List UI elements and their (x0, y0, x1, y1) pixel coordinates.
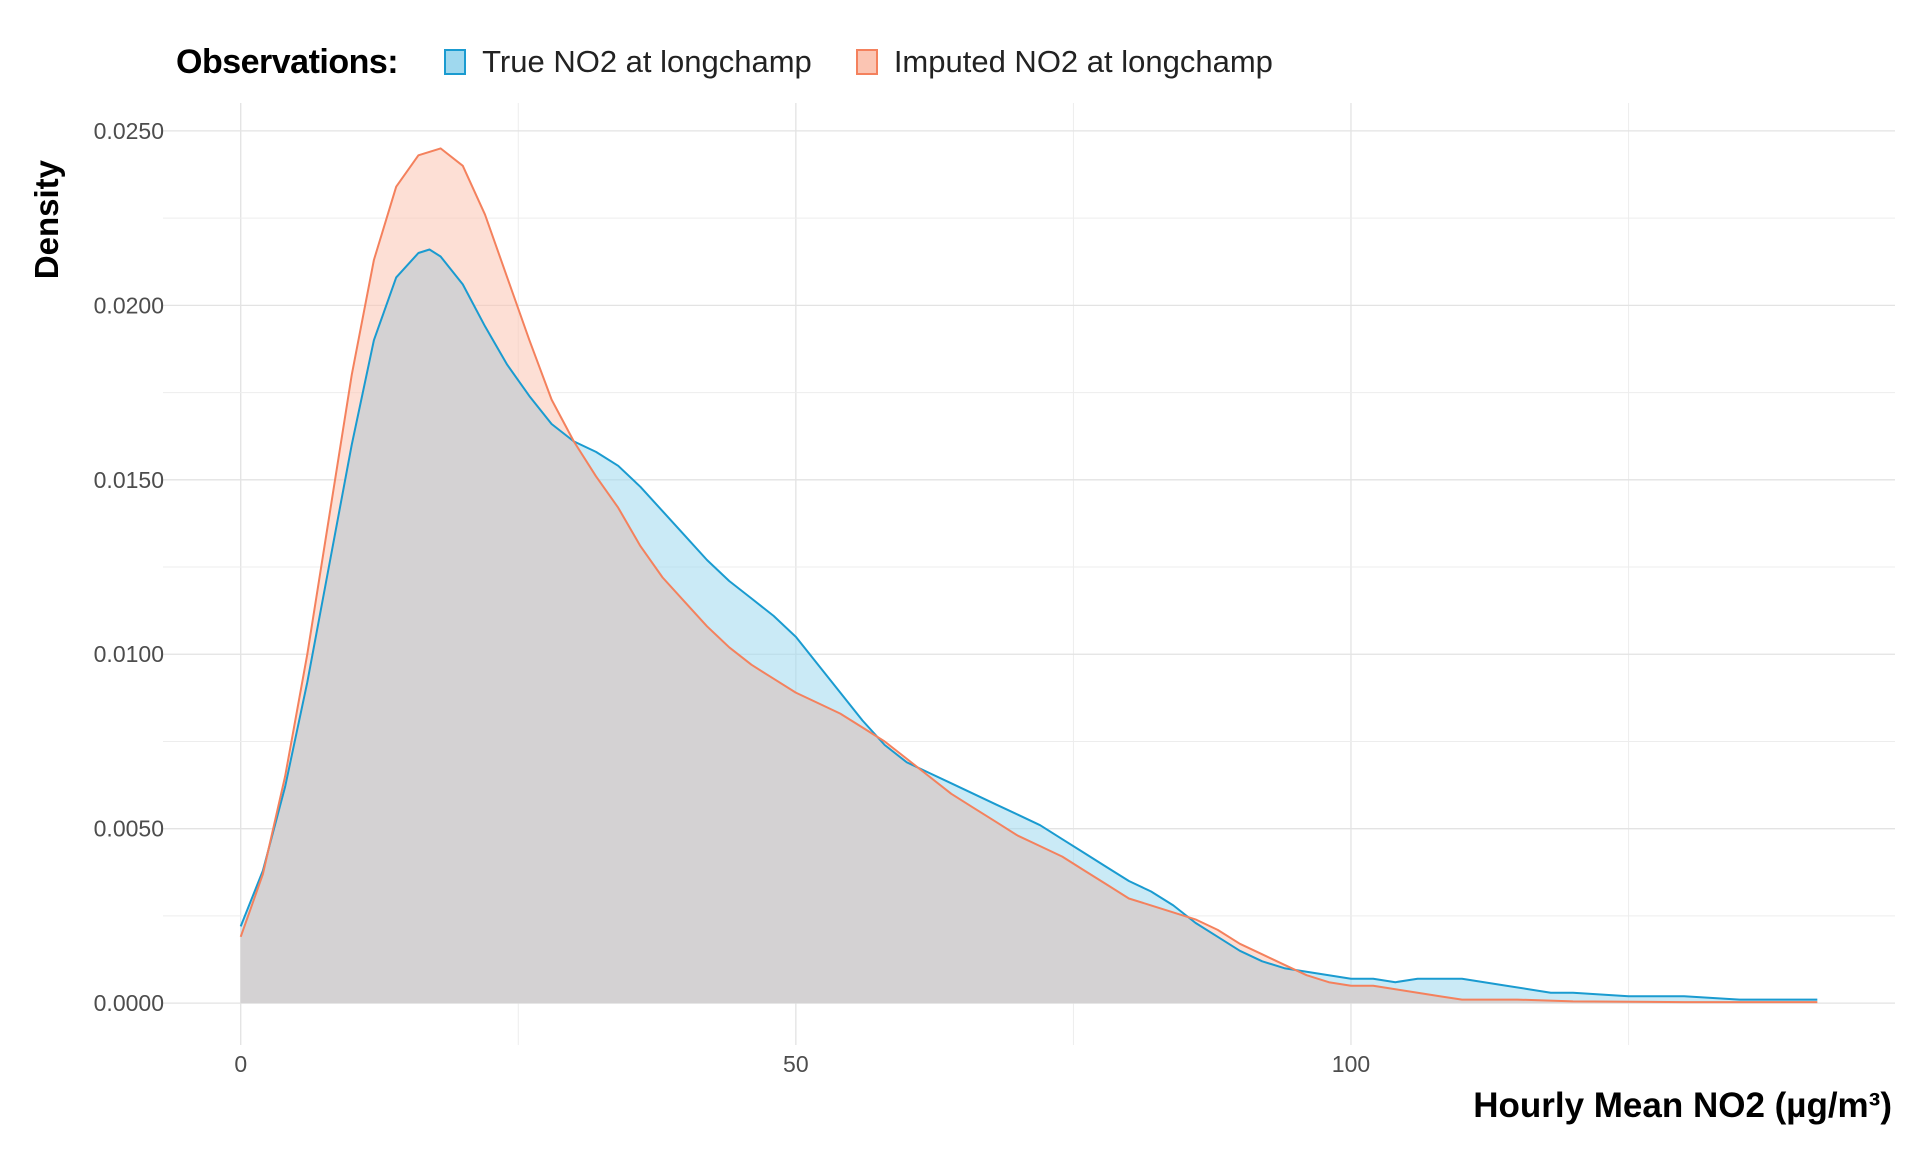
legend-label-imputed: Imputed NO2 at longchamp (893, 44, 1273, 79)
x-tick-label: 0 (234, 1051, 247, 1077)
y-axis-label: Density (28, 160, 65, 280)
legend-item-true: True NO2 at longchamp (444, 44, 812, 80)
legend-label-true: True NO2 at longchamp (482, 44, 812, 79)
density-line-true (239, 248, 1818, 1001)
x-tick-label: 50 (783, 1051, 809, 1077)
legend-key-imputed (855, 49, 878, 75)
density-line-imputed (239, 147, 1818, 1004)
y-tick-label: 0.0150 (94, 467, 164, 493)
legend-title: Observations: (176, 42, 399, 81)
y-tick-label: 0.0250 (94, 118, 164, 144)
legend-item-imputed: Imputed NO2 at longchamp (855, 44, 1273, 80)
legend-key-true (444, 49, 467, 75)
x-tick-label: 100 (1332, 1051, 1370, 1077)
x-axis-label: Hourly Mean NO2 (µg/m³) (1473, 1086, 1892, 1125)
y-tick-label: 0.0200 (94, 292, 164, 318)
y-tick-label: 0.0100 (94, 641, 164, 667)
y-tick-label: 0.0050 (94, 816, 164, 842)
density-areas (240, 148, 1818, 1004)
x-axis-ticks: 0 50 100 (234, 1051, 1370, 1077)
y-axis-ticks: 0.0000 0.0050 0.0100 0.0150 0.0200 0.0250 (94, 118, 164, 1016)
density-overlap-area (240, 249, 1818, 1004)
legend: Observations: True NO2 at longchamp Impu… (176, 40, 1317, 84)
density-lines (239, 147, 1818, 1004)
y-tick-label: 0.0000 (94, 990, 164, 1016)
